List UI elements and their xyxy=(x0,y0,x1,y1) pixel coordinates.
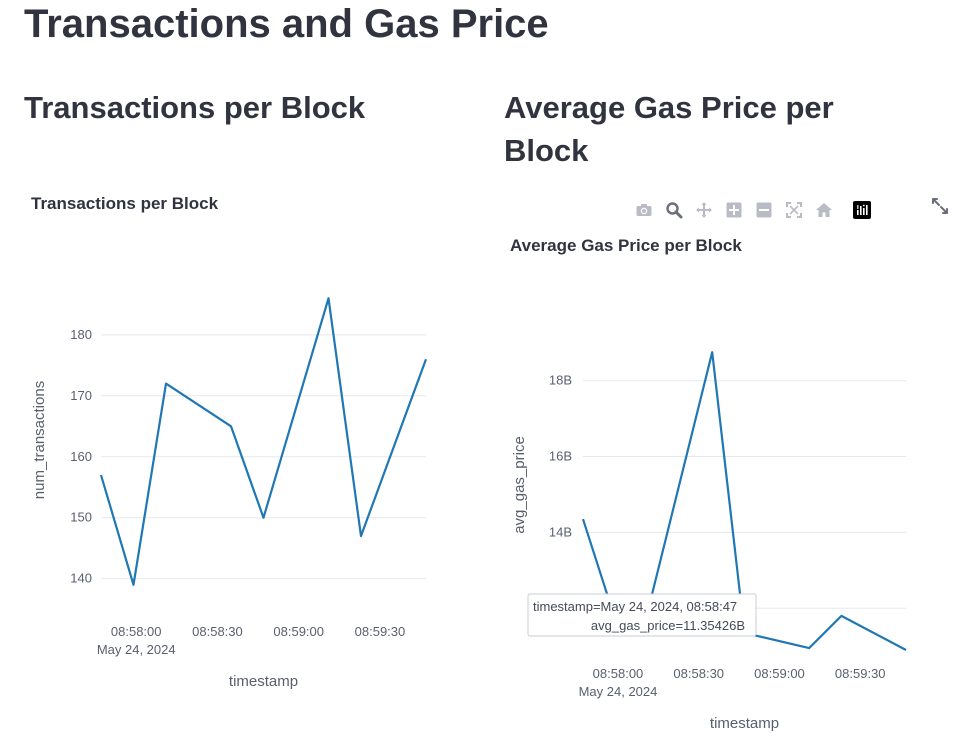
y-tick-label: 180 xyxy=(70,327,92,342)
chart-modebar xyxy=(632,198,874,222)
x-tick-label: 08:58:30 xyxy=(192,624,243,639)
y-tick-label: 14B xyxy=(549,524,572,539)
reset-axes-icon[interactable] xyxy=(812,198,836,222)
data-point xyxy=(131,582,137,588)
section-title-transactions: Transactions per Block xyxy=(24,90,366,125)
y-tick-label: 160 xyxy=(70,449,92,464)
x-tick-date-label: May 24, 2024 xyxy=(97,642,176,657)
x-tick-label: 08:58:00 xyxy=(111,624,162,639)
data-point xyxy=(580,516,586,522)
y-axis-title: avg_gas_price xyxy=(511,436,528,534)
y-tick-label: 150 xyxy=(70,510,92,525)
pan-icon[interactable] xyxy=(692,198,716,222)
x-tick-label: 08:58:00 xyxy=(593,666,644,681)
y-axis-title: num_transactions xyxy=(31,381,48,499)
tooltip-line-1: timestamp=May 24, 2024, 08:58:47 xyxy=(533,599,737,614)
data-point xyxy=(326,295,332,301)
y-tick-label: 16B xyxy=(549,449,572,464)
x-axis-title: timestamp xyxy=(710,715,779,732)
data-point xyxy=(806,645,812,651)
transactions-chart[interactable]: Transactions per Block 140 150 160 170 180 08:… xyxy=(0,180,470,700)
chart-title: Average Gas Price per Block xyxy=(510,236,742,255)
chart-title: Transactions per Block xyxy=(31,194,219,213)
fullscreen-icon[interactable] xyxy=(928,194,952,218)
data-point xyxy=(261,515,267,521)
data-point xyxy=(358,533,364,539)
data-point xyxy=(709,349,715,355)
data-point xyxy=(163,381,169,387)
zoom-icon[interactable] xyxy=(662,198,686,222)
x-tick-label: 08:59:00 xyxy=(754,666,805,681)
x-tick-label: 08:58:30 xyxy=(673,666,724,681)
zoom-in-icon[interactable] xyxy=(722,198,746,222)
tooltip-box xyxy=(527,593,757,637)
y-tick-label: 170 xyxy=(70,388,92,403)
x-tick-label: 08:59:30 xyxy=(835,666,886,681)
data-point xyxy=(98,472,104,478)
hover-tooltip: timestamp=May 24, 2024, 08:58:47 avg_gas_… xyxy=(527,593,757,637)
y-tick-label: 140 xyxy=(70,571,92,586)
section-title-gas-price: Average Gas Price per Block xyxy=(504,90,834,168)
x-axis-title: timestamp xyxy=(229,673,298,690)
plotly-logo-icon[interactable] xyxy=(850,198,874,222)
x-tick-date-label: May 24, 2024 xyxy=(579,684,658,699)
tooltip-line-2: avg_gas_price=11.35426B xyxy=(591,618,745,633)
data-point xyxy=(228,423,234,429)
x-tick-label: 08:59:30 xyxy=(355,624,406,639)
x-tick-label: 08:59:00 xyxy=(273,624,324,639)
y-tick-label: 18B xyxy=(549,373,572,388)
data-point xyxy=(838,613,844,619)
series-line xyxy=(99,297,428,586)
data-point xyxy=(423,356,429,362)
zoom-out-icon[interactable] xyxy=(752,198,776,222)
data-point xyxy=(903,647,909,653)
autoscale-icon[interactable] xyxy=(782,198,806,222)
gas-price-chart[interactable]: Average Gas Price per Block12B14B16B18B0… xyxy=(480,180,966,736)
page-title: Transactions and Gas Price xyxy=(24,2,549,46)
camera-icon[interactable] xyxy=(632,198,656,222)
